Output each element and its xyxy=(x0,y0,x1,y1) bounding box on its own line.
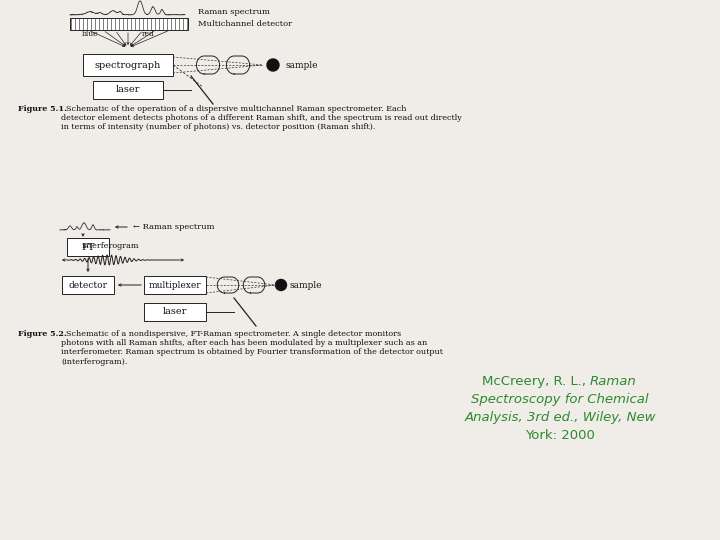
Text: interferogram: interferogram xyxy=(81,242,139,250)
Text: sample: sample xyxy=(290,280,323,289)
Text: Spectroscopy for Chemical: Spectroscopy for Chemical xyxy=(472,393,649,406)
Text: FT: FT xyxy=(81,242,95,252)
Text: Schematic of the operation of a dispersive multichannel Raman spectrometer. Each: Schematic of the operation of a dispersi… xyxy=(61,105,462,131)
FancyBboxPatch shape xyxy=(144,303,206,321)
Text: York: 2000: York: 2000 xyxy=(525,429,595,442)
Circle shape xyxy=(276,280,287,291)
Text: blue: blue xyxy=(81,30,99,38)
Text: detector: detector xyxy=(68,280,107,289)
FancyBboxPatch shape xyxy=(70,18,188,30)
FancyBboxPatch shape xyxy=(62,276,114,294)
Text: Figure 5.2.: Figure 5.2. xyxy=(18,330,67,338)
Text: McCreery, R. L.,: McCreery, R. L., xyxy=(482,375,590,388)
Text: Analysis, 3rd ed., Wiley, New: Analysis, 3rd ed., Wiley, New xyxy=(464,411,656,424)
FancyBboxPatch shape xyxy=(144,276,206,294)
Text: Figure 5.1.: Figure 5.1. xyxy=(18,105,67,113)
Text: Raman: Raman xyxy=(590,375,636,388)
Text: multiplexer: multiplexer xyxy=(149,280,202,289)
Text: ← Raman spectrum: ← Raman spectrum xyxy=(133,223,215,231)
Text: sample: sample xyxy=(286,60,318,70)
FancyBboxPatch shape xyxy=(67,238,109,256)
Text: Raman spectrum: Raman spectrum xyxy=(198,8,270,16)
Text: laser: laser xyxy=(116,85,140,94)
Circle shape xyxy=(267,59,279,71)
FancyBboxPatch shape xyxy=(83,54,173,76)
Text: spectrograph: spectrograph xyxy=(95,60,161,70)
Text: red: red xyxy=(142,30,154,38)
FancyBboxPatch shape xyxy=(93,81,163,99)
Text: Schematic of a nondispersive, FT-Raman spectrometer. A single detector monitors
: Schematic of a nondispersive, FT-Raman s… xyxy=(61,330,443,366)
Text: laser: laser xyxy=(163,307,187,316)
Text: Multichannel detector: Multichannel detector xyxy=(198,20,292,28)
